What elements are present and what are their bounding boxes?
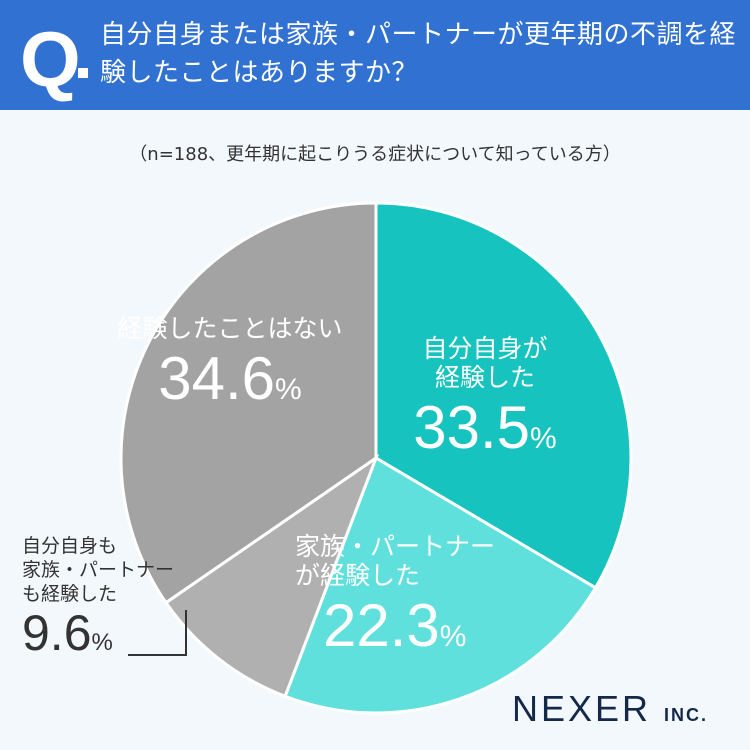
value-partner-unit: % xyxy=(439,619,467,653)
value-partner: 22.3% xyxy=(295,591,535,660)
leader-line-9-6 xyxy=(128,610,187,656)
label-partner: 家族・パートナー が経験した 22.3% xyxy=(295,532,535,660)
pie-slice-2 xyxy=(163,454,380,699)
label-self-line1: 自分自身が xyxy=(422,334,548,363)
sample-note: （n=188、更年期に起こりうる症状について知っている方） xyxy=(129,144,621,165)
value-none-num: 34.6 xyxy=(158,344,276,412)
value-self: 33.5% xyxy=(405,393,565,462)
logo-main: NEXER xyxy=(512,688,652,729)
label-self: 自分自身が 経験した 33.5% xyxy=(405,334,565,462)
label-self-line2: 経験した xyxy=(434,362,535,392)
label-partner-line2: が経験した xyxy=(295,560,421,590)
value-self-unit: % xyxy=(530,421,557,455)
value-self-num: 33.5 xyxy=(413,393,531,461)
value-none-unit: % xyxy=(275,372,302,406)
label-both-line2: 家族・パートナー xyxy=(22,558,175,581)
q-mark: Q xyxy=(20,15,81,103)
question-title: 自分自身または家族・パートナーが更年期の不調を経験したことはありますか？ xyxy=(100,20,737,88)
pie-slice-0 xyxy=(374,201,633,590)
logo-sub: INC. xyxy=(664,705,709,725)
value-both: 9.6% xyxy=(22,606,202,661)
label-both-line1: 自分自身も xyxy=(22,535,118,557)
label-both-line3: も経験した xyxy=(22,582,118,605)
label-partner-line1: 家族・パートナー xyxy=(295,532,496,561)
pie-slice-3 xyxy=(119,201,378,605)
nexer-logo: NEXER INC. xyxy=(512,688,708,730)
value-both-num: 9.6 xyxy=(22,605,92,662)
label-none-line1: 経験したことはない xyxy=(117,314,343,343)
label-both: 自分自身も 家族・パートナー も経験した 9.6% xyxy=(22,535,202,661)
label-none: 経験したことはない 34.6% xyxy=(100,314,360,413)
pie-slice-1 xyxy=(283,455,598,715)
q-dot xyxy=(78,68,88,78)
value-none: 34.6% xyxy=(100,344,360,413)
question-header: Q 自分自身または家族・パートナーが更年期の不調を経験したことはありますか？ xyxy=(0,0,750,110)
value-both-unit: % xyxy=(91,629,113,657)
value-partner-num: 22.3 xyxy=(323,591,440,659)
